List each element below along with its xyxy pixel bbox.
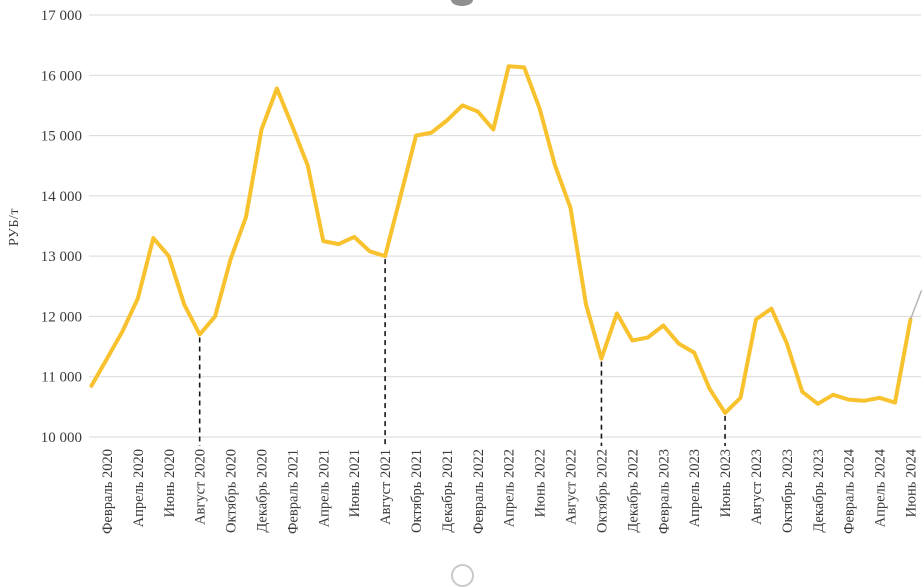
line-tip-gray — [909, 290, 923, 320]
x-tick-label: Февраль 2023 — [656, 449, 672, 534]
x-tick-label: Февраль 2021 — [285, 449, 301, 534]
y-tick-label: 14 000 — [41, 189, 82, 205]
selection-handle-top-icon[interactable] — [451, 0, 473, 6]
x-tick-label: Октябрь 2020 — [224, 449, 240, 533]
x-tick-label: Октябрь 2021 — [409, 449, 425, 533]
x-tick-label: Декабрь 2020 — [255, 449, 271, 533]
x-tick-label: Апрель 2024 — [873, 448, 889, 527]
x-tick-label: Апрель 2023 — [687, 449, 703, 527]
price-line — [89, 64, 913, 415]
selection-handle-bottom-icon[interactable] — [451, 564, 474, 587]
y-tick-label: 12 000 — [41, 309, 82, 325]
x-tick-label: Февраль 2022 — [471, 449, 487, 534]
y-tick-label: 17 000 — [41, 8, 82, 24]
x-tick-label: Октябрь 2023 — [780, 449, 796, 533]
x-tick-label: Август 2020 — [193, 449, 209, 525]
x-tick-label: Июнь 2023 — [718, 449, 734, 517]
x-tick-label: Апрель 2021 — [316, 449, 332, 527]
y-tick-label: 15 000 — [41, 129, 82, 145]
x-tick-label: Декабрь 2021 — [440, 449, 456, 533]
x-tick-label: Август 2021 — [378, 449, 394, 525]
y-tick-label: 11 000 — [41, 370, 82, 386]
x-tick-label: Июнь 2021 — [347, 449, 363, 517]
x-tick-label: Февраль 2024 — [842, 448, 858, 534]
y-tick-label: 16 000 — [41, 68, 82, 84]
x-tick-label: Июнь 2022 — [533, 449, 549, 517]
x-tick-label: Апрель 2020 — [131, 449, 147, 527]
x-tick-label: Июнь 2020 — [162, 449, 178, 517]
x-tick-label: Август 2023 — [749, 449, 765, 525]
x-tick-label: Декабрь 2022 — [625, 449, 641, 533]
y-tick-label: 13 000 — [41, 249, 82, 265]
y-tick-label: 10 000 — [41, 430, 82, 446]
x-tick-label: Октябрь 2022 — [594, 449, 610, 533]
x-tick-label: Июнь 2024 — [904, 448, 920, 517]
y-axis-title: РУБ/т — [7, 208, 22, 246]
x-tick-label: Август 2022 — [564, 449, 580, 525]
x-tick-label: Апрель 2022 — [502, 449, 518, 527]
x-tick-label: Декабрь 2023 — [811, 449, 827, 533]
x-tick-label: Февраль 2020 — [100, 449, 116, 534]
